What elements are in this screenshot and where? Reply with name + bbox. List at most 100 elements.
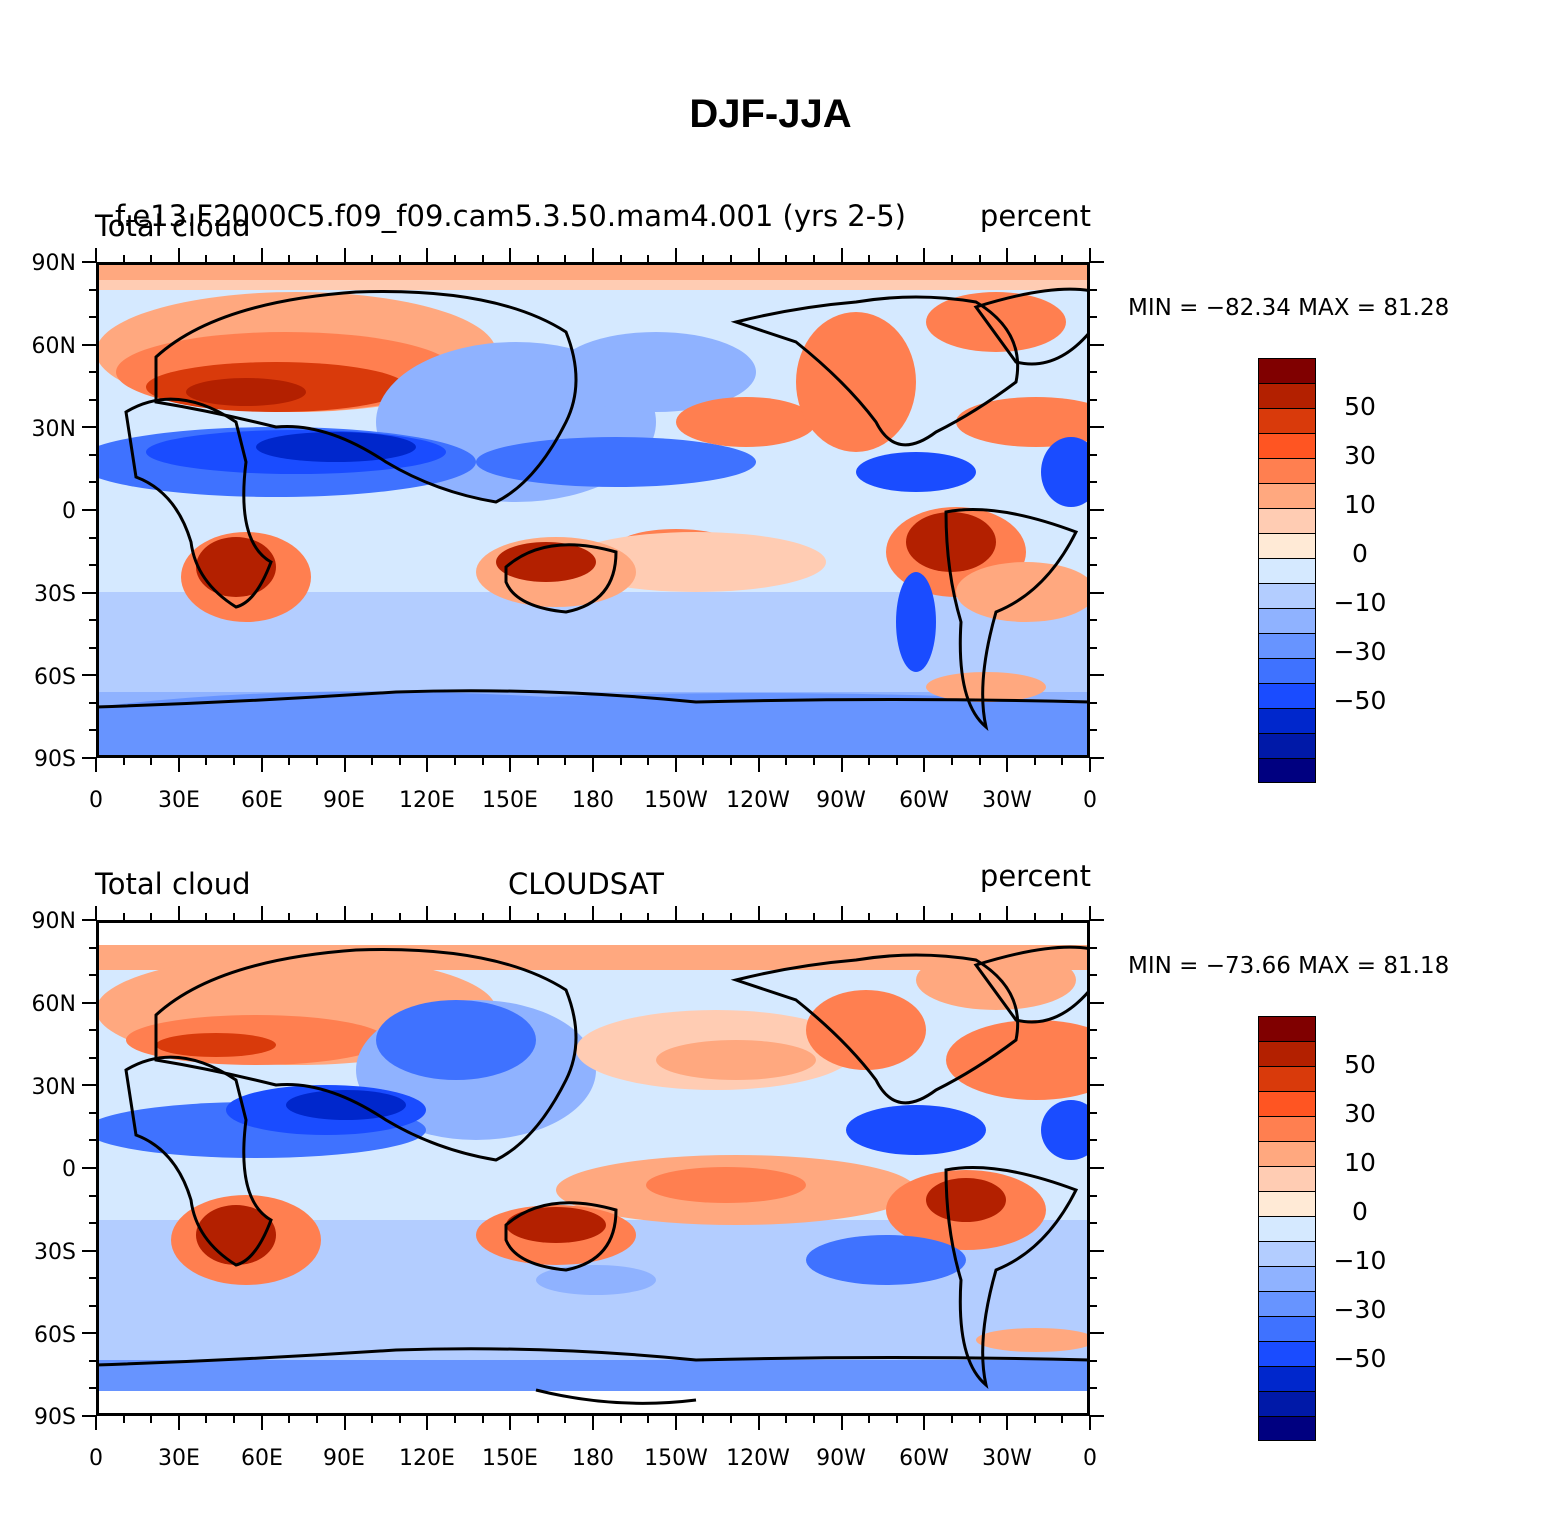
- lat-tick: [82, 261, 96, 263]
- colorbar-swatch: [1258, 733, 1316, 758]
- colorbar-swatch: [1258, 433, 1316, 458]
- lon-label: 0: [1083, 788, 1097, 813]
- lon-tick: [950, 1416, 953, 1423]
- lat-tick: [1090, 1167, 1104, 1169]
- lon-tick: [840, 248, 843, 262]
- colorbar-label: 0: [1352, 1197, 1368, 1226]
- lon-tick: [895, 1416, 898, 1423]
- lat-tick: [1090, 398, 1097, 401]
- lon-label: 150W: [644, 1446, 708, 1471]
- lat-tick: [82, 757, 96, 759]
- colorbar-label: 50: [1344, 392, 1376, 421]
- lon-tick: [150, 913, 153, 920]
- lat-tick: [89, 1056, 96, 1059]
- colorbar: [1258, 1016, 1316, 1441]
- lon-tick: [592, 248, 594, 262]
- colorbar-swatch: [1258, 1141, 1316, 1166]
- lon-tick: [923, 758, 926, 772]
- lat-tick: [1090, 591, 1104, 594]
- colorbar-swatch: [1258, 708, 1316, 733]
- lon-tick: [205, 1416, 208, 1423]
- lat-tick: [82, 1249, 96, 1252]
- cloud-field: [96, 920, 1090, 1416]
- lat-tick: [89, 619, 96, 622]
- lon-tick: [730, 1416, 733, 1423]
- lat-tick: [82, 1167, 96, 1169]
- lon-tick: [757, 1416, 760, 1430]
- colorbar-swatch: [1258, 1316, 1316, 1341]
- lon-tick: [288, 255, 291, 262]
- lat-tick: [1090, 1029, 1097, 1032]
- lon-tick: [426, 758, 429, 772]
- lat-tick: [1090, 509, 1104, 511]
- lon-tick: [1061, 758, 1064, 765]
- lon-tick: [564, 255, 567, 262]
- lon-tick: [978, 1416, 981, 1423]
- colorbar-swatch: [1258, 1041, 1316, 1066]
- colorbar-swatch: [1258, 633, 1316, 658]
- lat-label: 30S: [34, 1240, 76, 1265]
- lat-label: 90S: [34, 747, 76, 772]
- lon-label: 90W: [816, 788, 866, 813]
- lon-tick: [398, 1416, 401, 1423]
- lon-tick: [895, 913, 898, 920]
- lon-tick: [315, 1416, 318, 1423]
- lon-tick: [343, 758, 346, 772]
- lon-tick: [757, 758, 760, 772]
- lon-tick: [343, 248, 346, 262]
- lat-tick: [1090, 729, 1097, 732]
- colorbar-swatch: [1258, 1391, 1316, 1416]
- lon-tick: [95, 758, 97, 772]
- min-max-readout: MIN = −73.66 MAX = 81.18: [1128, 953, 1450, 979]
- lon-tick: [233, 1416, 236, 1423]
- lat-tick: [89, 481, 96, 484]
- lon-label: 120W: [726, 1446, 790, 1471]
- lat-tick: [89, 1194, 96, 1197]
- lon-tick: [895, 758, 898, 765]
- lon-tick: [592, 1416, 594, 1430]
- lat-tick: [1090, 619, 1097, 622]
- lat-label: 60N: [31, 334, 76, 359]
- panel-right-label: percent: [979, 199, 1091, 233]
- lat-tick: [89, 398, 96, 401]
- lon-tick: [868, 758, 871, 765]
- lon-tick: [371, 758, 374, 765]
- lat-tick: [82, 1415, 96, 1417]
- colorbar-swatch: [1258, 683, 1316, 708]
- lon-tick: [150, 1416, 153, 1423]
- lon-tick: [122, 913, 125, 920]
- lat-tick: [82, 343, 96, 346]
- colorbar-label: −10: [1333, 1246, 1387, 1275]
- lat-tick: [89, 729, 96, 732]
- lon-label: 60E: [241, 788, 283, 813]
- lon-tick: [233, 913, 236, 920]
- lon-label: 90E: [323, 788, 365, 813]
- colorbar-swatch: [1258, 408, 1316, 433]
- lon-tick: [260, 248, 263, 262]
- lon-tick: [647, 255, 650, 262]
- lon-label: 90W: [816, 1446, 866, 1471]
- lat-tick: [89, 1139, 96, 1142]
- lat-tick: [1090, 453, 1097, 456]
- lon-tick: [426, 906, 429, 920]
- colorbar-swatch: [1258, 1291, 1316, 1316]
- lat-tick: [89, 288, 96, 291]
- lon-tick: [371, 1416, 374, 1423]
- lat-tick: [82, 674, 96, 677]
- lon-tick: [177, 758, 180, 772]
- map-border: [96, 262, 1090, 758]
- colorbar-swatch: [1258, 1091, 1316, 1116]
- lat-tick: [89, 1387, 96, 1390]
- lat-tick: [89, 1111, 96, 1114]
- lon-tick: [812, 758, 815, 765]
- lon-tick: [785, 255, 788, 262]
- map-plot: [96, 920, 1090, 1416]
- lon-tick: [398, 758, 401, 765]
- lon-tick: [840, 1416, 843, 1430]
- lat-label: 60S: [34, 665, 76, 690]
- lon-tick: [1006, 248, 1009, 262]
- lat-tick: [1090, 316, 1097, 319]
- lat-tick: [1090, 1332, 1104, 1335]
- lat-tick: [1090, 1359, 1097, 1362]
- lat-tick: [1090, 1304, 1097, 1307]
